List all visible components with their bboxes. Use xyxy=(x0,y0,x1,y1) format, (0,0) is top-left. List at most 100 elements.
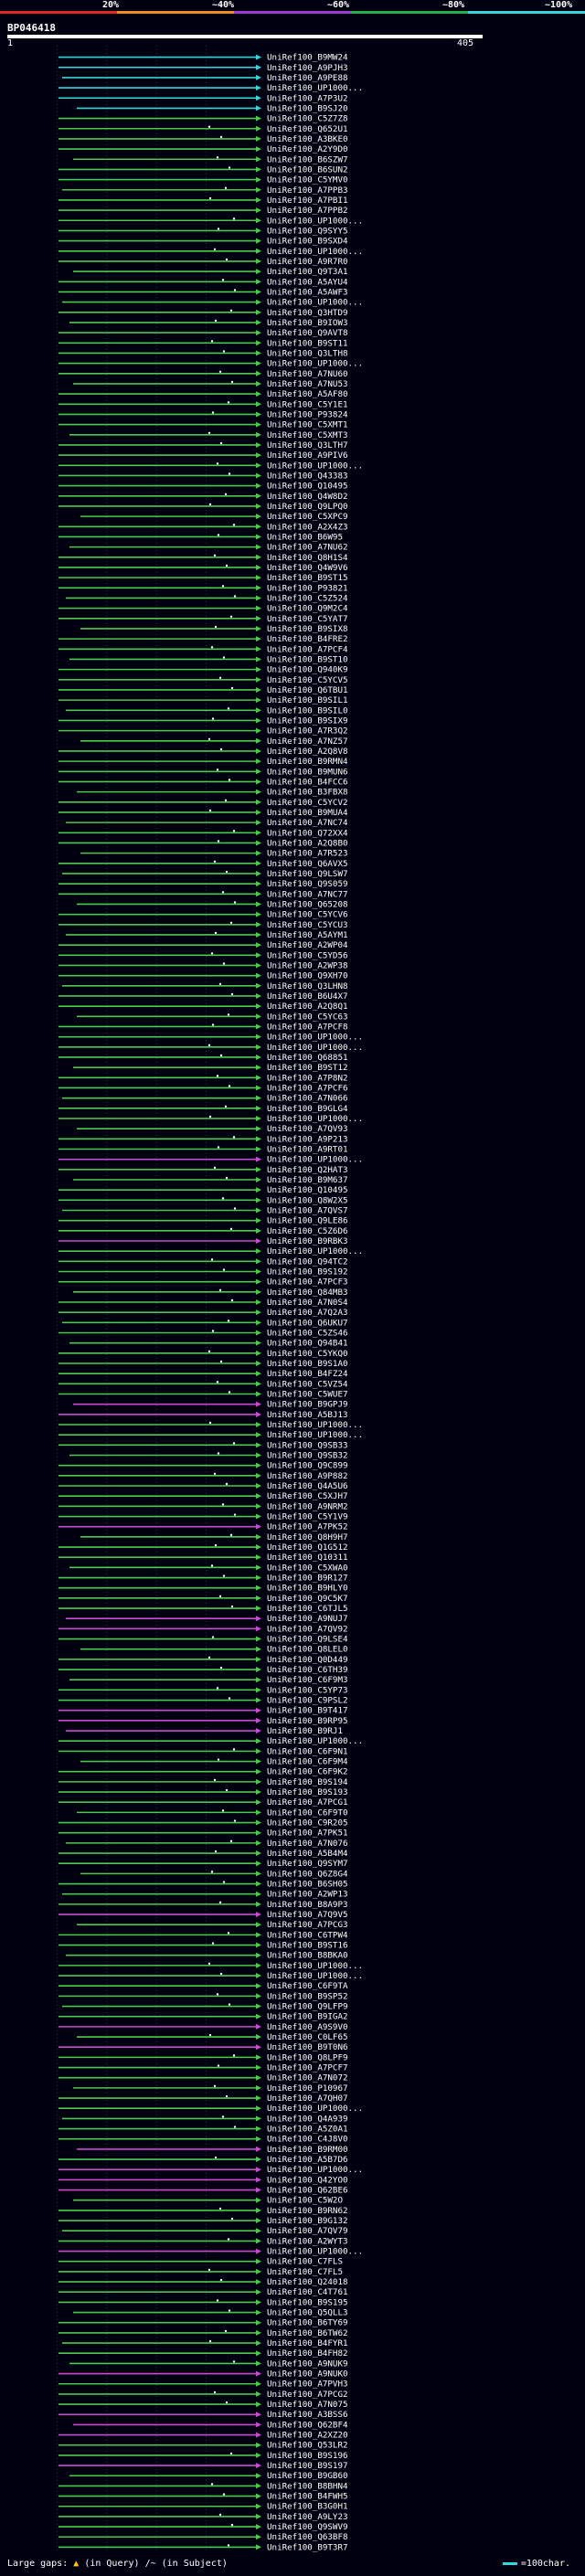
hit-label[interactable]: UniRef100_C4J8V0 xyxy=(267,2135,348,2145)
hit-label[interactable]: UniRef100_C5Z524 xyxy=(267,593,348,603)
hit-label[interactable]: UniRef100_A7NC74 xyxy=(267,818,348,828)
hit-label[interactable]: UniRef100_UP1000... xyxy=(267,216,363,226)
hit-label[interactable]: UniRef100_C0LF65 xyxy=(267,2032,348,2042)
hit-label[interactable]: UniRef100_A7NC77 xyxy=(267,889,348,899)
hit-label[interactable]: UniRef100_C5Y1E1 xyxy=(267,399,348,409)
hit-label[interactable]: UniRef100_A7Q9V5 xyxy=(267,1910,348,1920)
hit-label[interactable]: UniRef100_A9P882 xyxy=(267,1471,348,1481)
hit-label[interactable]: UniRef100_Q9SB32 xyxy=(267,1451,348,1461)
hit-label[interactable]: UniRef100_C5YC63 xyxy=(267,1012,348,1022)
hit-label[interactable]: UniRef100_UP1000... xyxy=(267,247,363,257)
hit-label[interactable]: UniRef100_A3BSS6 xyxy=(267,2410,348,2420)
hit-label[interactable]: UniRef100_C5YCV5 xyxy=(267,675,348,685)
hit-label[interactable]: UniRef100_B4FH82 xyxy=(267,2348,348,2359)
hit-label[interactable]: UniRef100_C5Z6D6 xyxy=(267,1226,348,1236)
hit-label[interactable]: UniRef100_B9ST15 xyxy=(267,573,348,583)
hit-label[interactable]: UniRef100_Q62BE6 xyxy=(267,2186,348,2196)
hit-label[interactable]: UniRef100_A7QH07 xyxy=(267,2094,348,2104)
hit-label[interactable]: UniRef100_C5YKQ0 xyxy=(267,1349,348,1359)
hit-label[interactable]: UniRef100_Q94TC2 xyxy=(267,1256,348,1267)
hit-label[interactable]: UniRef100_UP1000... xyxy=(267,1043,363,1053)
hit-label[interactable]: UniRef100_B9T0N6 xyxy=(267,2042,348,2052)
hit-label[interactable]: UniRef100_C6F9T0 xyxy=(267,1807,348,1818)
hit-label[interactable]: UniRef100_C6F9M4 xyxy=(267,1757,348,1767)
hit-label[interactable]: UniRef100_Q10311 xyxy=(267,1553,348,1563)
hit-label[interactable]: UniRef100_A7R523 xyxy=(267,849,348,859)
hit-label[interactable]: UniRef100_A7QV79 xyxy=(267,2226,348,2236)
hit-label[interactable]: UniRef100_A9RT01 xyxy=(267,1144,348,1154)
hit-label[interactable]: UniRef100_B9MUA4 xyxy=(267,808,348,818)
hit-label[interactable]: UniRef100_C5Z7Z8 xyxy=(267,114,348,124)
hit-label[interactable]: UniRef100_B9RM00 xyxy=(267,2145,348,2155)
hit-label[interactable]: UniRef100_Q8W2X5 xyxy=(267,1195,348,1205)
hit-label[interactable]: UniRef100_Q53LR2 xyxy=(267,2441,348,2451)
hit-label[interactable]: UniRef100_B6W95 xyxy=(267,532,343,542)
hit-label[interactable]: UniRef100_C5W2O xyxy=(267,2196,343,2206)
hit-label[interactable]: UniRef100_A9NUK0 xyxy=(267,2369,348,2380)
hit-label[interactable]: UniRef100_B9IGA2 xyxy=(267,2012,348,2022)
hit-label[interactable]: UniRef100_B6TW62 xyxy=(267,2328,348,2338)
hit-label[interactable]: UniRef100_Q0D449 xyxy=(267,1655,348,1665)
hit-label[interactable]: UniRef100_A7PK52 xyxy=(267,1522,348,1532)
hit-label[interactable]: UniRef100_B6SUN2 xyxy=(267,164,348,175)
hit-label[interactable]: UniRef100_UP1000... xyxy=(267,1971,363,1981)
hit-label[interactable]: UniRef100_A7P3U2 xyxy=(267,93,348,103)
hit-label[interactable]: UniRef100_Q3LHN8 xyxy=(267,981,348,991)
hit-label[interactable]: UniRef100_Q65208 xyxy=(267,899,348,909)
hit-label[interactable]: UniRef100_B9MUN6 xyxy=(267,767,348,777)
hit-label[interactable]: UniRef100_A7PCG2 xyxy=(267,2390,348,2400)
hit-label[interactable]: UniRef100_A5AYM1 xyxy=(267,930,348,940)
hit-label[interactable]: UniRef100_B9SJ20 xyxy=(267,103,348,113)
hit-label[interactable]: UniRef100_B9SXD4 xyxy=(267,237,348,247)
hit-label[interactable]: UniRef100_B4FRE2 xyxy=(267,634,348,644)
hit-label[interactable]: UniRef100_C7FL5 xyxy=(267,2267,343,2277)
hit-label[interactable]: UniRef100_Q6UKU7 xyxy=(267,1318,348,1328)
hit-label[interactable]: UniRef100_A7N072 xyxy=(267,2073,348,2083)
hit-label[interactable]: UniRef100_A5BJ13 xyxy=(267,1410,348,1420)
hit-label[interactable]: UniRef100_A2XZ20 xyxy=(267,2431,348,2441)
hit-label[interactable]: UniRef100_B9ST11 xyxy=(267,338,348,348)
hit-label[interactable]: UniRef100_Q9SB33 xyxy=(267,1440,348,1450)
hit-label[interactable]: UniRef100_A7R3Q2 xyxy=(267,726,348,737)
hit-label[interactable]: UniRef100_Q6TBU1 xyxy=(267,685,348,695)
hit-label[interactable]: UniRef100_Q3LTH7 xyxy=(267,440,348,451)
hit-label[interactable]: UniRef100_C5XMT3 xyxy=(267,430,348,440)
hit-label[interactable]: UniRef100_C4T761 xyxy=(267,2287,348,2297)
hit-label[interactable]: UniRef100_A3BKE0 xyxy=(267,134,348,144)
hit-label[interactable]: UniRef100_Q4A939 xyxy=(267,2114,348,2124)
hit-label[interactable]: UniRef100_A2Y9D0 xyxy=(267,144,348,154)
hit-label[interactable]: UniRef100_A5AYU4 xyxy=(267,277,348,287)
hit-label[interactable]: UniRef100_B9S192 xyxy=(267,1267,348,1277)
hit-label[interactable]: UniRef100_A7N066 xyxy=(267,1094,348,1104)
hit-label[interactable]: UniRef100_A7Q2A3 xyxy=(267,1308,348,1318)
hit-label[interactable]: UniRef100_A9NUJ7 xyxy=(267,1614,348,1624)
hit-label[interactable]: UniRef100_Q940K9 xyxy=(267,665,348,675)
hit-label[interactable]: UniRef100_A7PVH3 xyxy=(267,2380,348,2390)
hit-label[interactable]: UniRef100_A2WP04 xyxy=(267,940,348,950)
hit-label[interactable]: UniRef100_A7NU60 xyxy=(267,369,348,379)
hit-label[interactable]: UniRef100_A7NZ57 xyxy=(267,737,348,747)
hit-label[interactable]: UniRef100_A7PCG1 xyxy=(267,1797,348,1807)
hit-label[interactable]: UniRef100_C9PSL2 xyxy=(267,1696,348,1706)
hit-label[interactable]: UniRef100_A2Q8V8 xyxy=(267,747,348,757)
hit-label[interactable]: UniRef100_A5B7D6 xyxy=(267,2155,348,2165)
hit-label[interactable]: UniRef100_A7PCG3 xyxy=(267,1920,348,1930)
hit-label[interactable]: UniRef100_B4FYR1 xyxy=(267,2338,348,2348)
hit-label[interactable]: UniRef100_B9S194 xyxy=(267,1777,348,1787)
hit-label[interactable]: UniRef100_UP1000... xyxy=(267,83,363,93)
hit-label[interactable]: UniRef100_B9HLY0 xyxy=(267,1584,348,1594)
hit-label[interactable]: UniRef100_A7N076 xyxy=(267,1839,348,1849)
hit-label[interactable]: UniRef100_A2WP13 xyxy=(267,1890,348,1900)
hit-label[interactable]: UniRef100_Q9C5K7 xyxy=(267,1594,348,1604)
hit-label[interactable]: UniRef100_A7NU62 xyxy=(267,543,348,553)
hit-label[interactable]: UniRef100_Q9LSE4 xyxy=(267,1635,348,1645)
hit-label[interactable]: UniRef100_A7PCF3 xyxy=(267,1277,348,1288)
hit-label[interactable]: UniRef100_UP1000... xyxy=(267,1430,363,1440)
hit-label[interactable]: UniRef100_A9P213 xyxy=(267,1134,348,1144)
hit-label[interactable]: UniRef100_Q6Z8G4 xyxy=(267,1869,348,1879)
hit-label[interactable]: UniRef100_B9SP52 xyxy=(267,1991,348,2001)
hit-label[interactable]: UniRef100_B9GB60 xyxy=(267,2471,348,2481)
hit-label[interactable]: UniRef100_Q10495 xyxy=(267,482,348,492)
hit-label[interactable]: UniRef100_B4FWH5 xyxy=(267,2492,348,2502)
hit-label[interactable]: UniRef100_Q9LE86 xyxy=(267,1216,348,1226)
